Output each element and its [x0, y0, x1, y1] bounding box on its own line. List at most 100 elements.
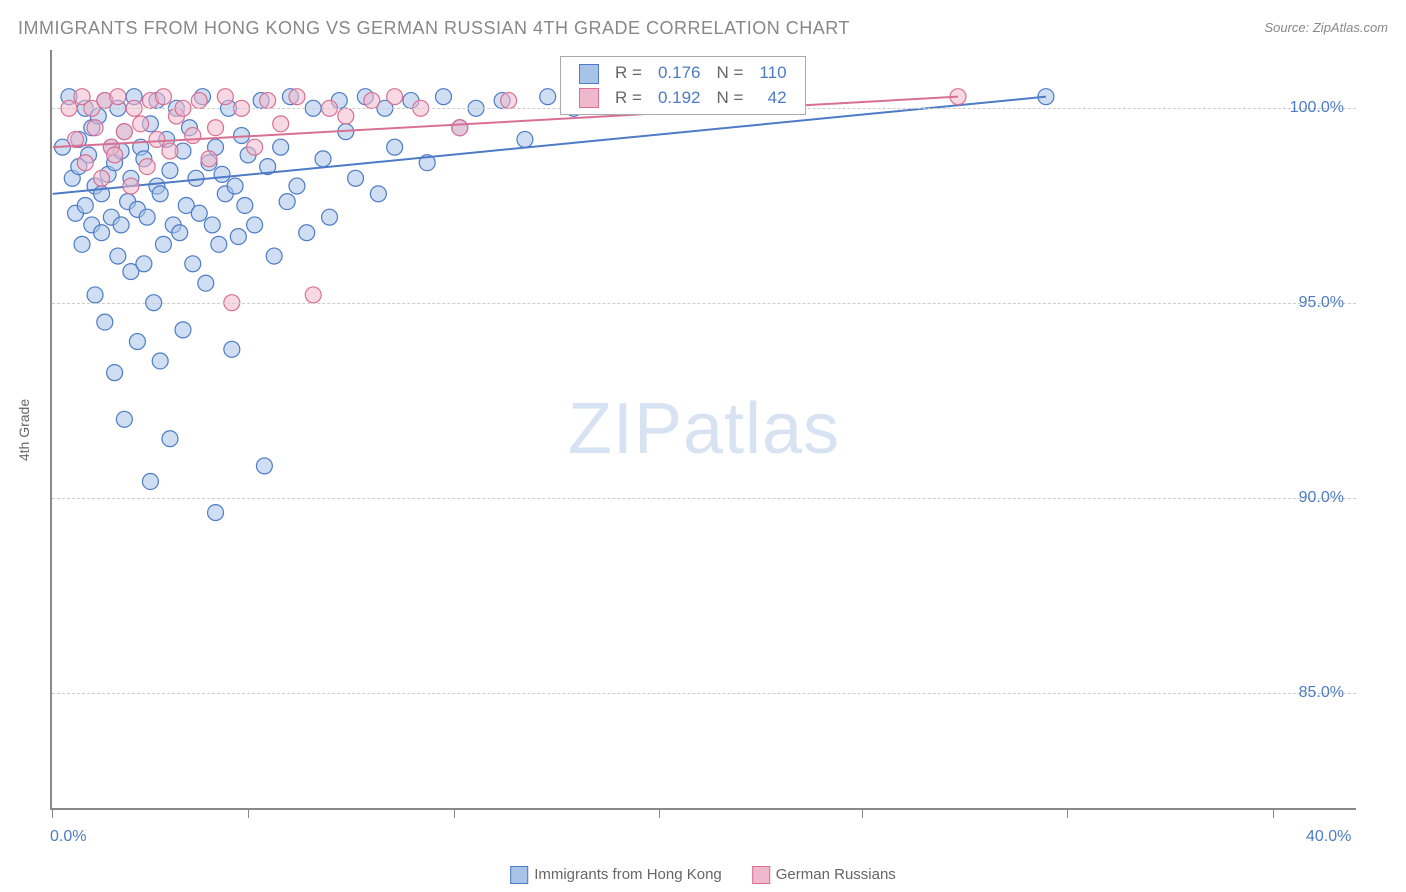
data-point-hk: [208, 505, 224, 521]
y-tick-label: 100.0%: [1290, 99, 1344, 117]
data-point-gr: [191, 93, 207, 109]
data-point-hk: [299, 225, 315, 241]
data-point-hk: [273, 139, 289, 155]
data-point-hk: [237, 198, 253, 214]
data-point-hk: [87, 287, 103, 303]
data-point-hk: [152, 353, 168, 369]
data-point-gr: [110, 89, 126, 105]
data-point-hk: [247, 217, 263, 233]
data-point-gr: [123, 178, 139, 194]
legend-label: German Russians: [776, 866, 896, 883]
data-point-hk: [136, 256, 152, 272]
x-tick: [862, 808, 863, 818]
data-point-hk: [436, 89, 452, 105]
data-point-hk: [175, 322, 191, 338]
data-point-hk: [204, 217, 220, 233]
gridline: [52, 303, 1356, 304]
stats-row: R =0.176N =110: [571, 61, 795, 86]
data-point-hk: [289, 178, 305, 194]
data-point-hk: [152, 186, 168, 202]
stats-R-value: 0.176: [650, 61, 709, 86]
x-tick-label: 0.0%: [50, 828, 86, 846]
data-point-gr: [452, 120, 468, 136]
data-point-gr: [338, 108, 354, 124]
data-point-hk: [370, 186, 386, 202]
data-point-hk: [227, 178, 243, 194]
data-point-gr: [273, 116, 289, 132]
data-point-hk: [279, 194, 295, 210]
data-point-gr: [185, 128, 201, 144]
stats-R-value: 0.192: [650, 86, 709, 111]
x-tick-label: 40.0%: [1306, 828, 1351, 846]
legend-swatch: [752, 866, 770, 884]
data-point-gr: [94, 170, 110, 186]
data-point-gr: [162, 143, 178, 159]
data-point-hk: [211, 236, 227, 252]
chart-svg: [52, 50, 1356, 808]
data-point-hk: [315, 151, 331, 167]
stats-N-value: 42: [751, 86, 794, 111]
data-point-hk: [110, 248, 126, 264]
data-point-hk: [214, 166, 230, 182]
plot-area: ZIPatlas 85.0%90.0%95.0%100.0%: [50, 50, 1356, 810]
data-point-hk: [224, 341, 240, 357]
data-point-gr: [501, 93, 517, 109]
x-tick: [454, 808, 455, 818]
data-point-gr: [247, 139, 263, 155]
data-point-hk: [540, 89, 556, 105]
data-point-hk: [185, 256, 201, 272]
data-point-gr: [305, 287, 321, 303]
data-point-gr: [107, 147, 123, 163]
x-tick: [659, 808, 660, 818]
y-axis-label: 4th Grade: [16, 399, 32, 461]
data-point-gr: [201, 151, 217, 167]
x-tick: [1067, 808, 1068, 818]
legend-label: Immigrants from Hong Kong: [534, 866, 722, 883]
x-tick: [1273, 808, 1274, 818]
y-tick-label: 95.0%: [1299, 294, 1344, 312]
data-point-hk: [230, 229, 246, 245]
stats-R-label: R =: [607, 61, 650, 86]
data-point-hk: [198, 275, 214, 291]
stats-R-label: R =: [607, 86, 650, 111]
data-point-hk: [517, 131, 533, 147]
data-point-gr: [116, 124, 132, 140]
data-point-hk: [107, 365, 123, 381]
source-label: Source: ZipAtlas.com: [1264, 20, 1388, 35]
trend-line-hk: [53, 97, 1046, 194]
data-point-gr: [87, 120, 103, 136]
data-point-hk: [77, 198, 93, 214]
data-point-gr: [387, 89, 403, 105]
data-point-gr: [133, 116, 149, 132]
data-point-hk: [155, 236, 171, 252]
data-point-hk: [162, 163, 178, 179]
stats-box: R =0.176N =110R =0.192N =42: [560, 56, 806, 115]
data-point-hk: [191, 205, 207, 221]
data-point-hk: [116, 411, 132, 427]
data-point-hk: [348, 170, 364, 186]
stats-row: R =0.192N =42: [571, 86, 795, 111]
data-point-hk: [74, 236, 90, 252]
legend-item: Immigrants from Hong Kong: [510, 866, 722, 884]
chart-title: IMMIGRANTS FROM HONG KONG VS GERMAN RUSS…: [18, 18, 850, 39]
data-point-hk: [94, 225, 110, 241]
legend-swatch: [510, 866, 528, 884]
data-point-hk: [266, 248, 282, 264]
stats-swatch: [579, 88, 599, 108]
data-point-gr: [139, 159, 155, 175]
data-point-hk: [387, 139, 403, 155]
data-point-gr: [155, 89, 171, 105]
legend-item: German Russians: [752, 866, 896, 884]
data-point-hk: [322, 209, 338, 225]
data-point-hk: [142, 473, 158, 489]
data-point-hk: [172, 225, 188, 241]
x-tick: [248, 808, 249, 818]
data-point-hk: [256, 458, 272, 474]
data-point-hk: [162, 431, 178, 447]
stats-N-value: 110: [751, 61, 794, 86]
y-tick-label: 90.0%: [1299, 489, 1344, 507]
stats-N-label: N =: [708, 61, 751, 86]
data-point-gr: [364, 93, 380, 109]
gridline: [52, 693, 1356, 694]
y-tick-label: 85.0%: [1299, 684, 1344, 702]
